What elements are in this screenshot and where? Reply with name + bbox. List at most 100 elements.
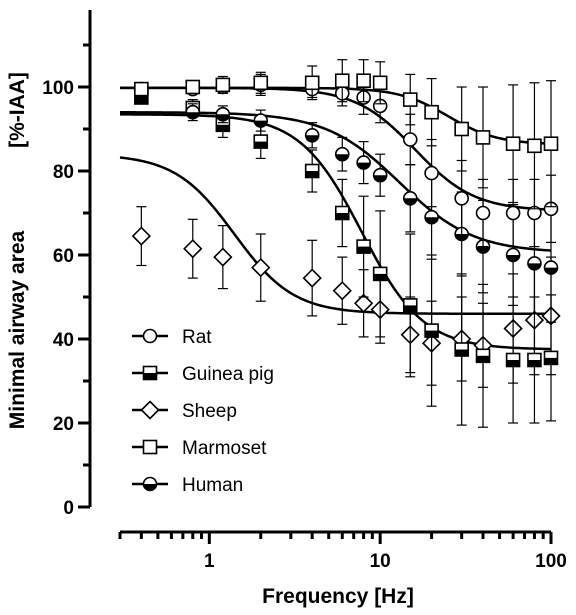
data-point [213,247,233,267]
data-point [424,104,439,120]
marker-shape [543,136,559,151]
marker-fill [527,263,541,270]
marker-fill [476,246,490,254]
data-point [183,239,203,259]
data-point [543,350,559,366]
marker-shape [213,247,233,267]
marker-fill [373,273,387,281]
marker-fill [216,124,230,132]
series-marmoset [134,59,559,210]
marker-shape [402,92,418,107]
marker-shape [142,439,158,455]
marker-fill [335,213,349,220]
marker-fill [216,114,230,121]
series-rat [134,73,559,248]
x-tick-label: 100 [535,551,567,572]
marker-shape [304,75,320,91]
data-point [185,104,201,120]
data-point [332,281,352,301]
data-point [356,239,371,254]
data-point [304,163,320,179]
legend-marker [142,328,158,344]
data-point [251,257,271,278]
data-point [215,107,231,122]
data-point [543,136,559,151]
marker-shape [527,138,542,154]
data-point [475,130,491,145]
y-axis-unit: [%-IAA] [6,72,29,148]
legend-label: Rat [182,327,212,348]
marker-shape [356,73,371,88]
marker-shape [372,75,388,91]
x-tick-label: 10 [370,551,391,572]
data-point [424,165,439,181]
data-point [505,205,521,221]
legend-item-marmoset: Marmoset [132,438,267,459]
data-point [372,75,388,91]
data-point [424,323,439,338]
x-axis-title: Frequency [Hz] [262,585,414,608]
y-tick-label: 40 [53,330,74,351]
y-tick-label: 80 [53,162,74,183]
legend-item-guinea-pig: Guinea pig [132,364,274,385]
marker-shape [505,205,521,221]
marker-shape [215,77,231,93]
data-point [402,92,418,107]
data-point [402,132,418,147]
marker-fill [254,120,268,128]
legend-label: Guinea pig [182,364,274,385]
data-point [454,342,469,357]
series-guinea-pig [134,90,559,428]
marker-fill [357,162,371,170]
marker-shape [302,268,322,288]
data-point [334,205,350,221]
legend-marker [142,439,158,455]
legend-label: Human [182,475,243,496]
marker-fill [305,135,319,142]
data-point [304,75,320,91]
marker-fill [476,355,490,363]
marker-fill [373,175,387,182]
marker-fill [455,349,469,356]
marker-fill [527,360,541,367]
y-tick-label: 0 [63,498,74,519]
marker-shape [475,130,491,145]
data-point [304,128,320,143]
marker-fill [506,255,520,262]
marker-shape [332,281,352,301]
marker-fill [357,246,371,254]
marker-shape [131,226,151,246]
marker-shape [424,104,439,120]
marker-shape [475,205,491,221]
data-point [353,293,374,313]
y-tick-label: 60 [53,246,74,267]
marker-fill [425,217,439,224]
marker-fill [143,484,157,491]
legend-item-rat: Rat [132,327,212,348]
data-points [131,59,561,428]
legend-label: Marmoset [182,438,267,459]
marker-fill [335,154,349,161]
data-point [505,136,521,151]
marker-shape [454,121,469,137]
series-sheep [131,206,561,388]
data-point [424,209,439,225]
data-point [334,146,350,162]
marker-shape [142,328,158,344]
legend-label: Sheep [182,401,237,422]
data-point [253,134,269,149]
legend-marker [142,365,158,381]
marker-shape [334,73,350,88]
data-point [402,191,418,206]
marker-fill [425,330,439,338]
data-point [372,266,388,282]
data-point [454,191,469,206]
y-tick-label: 100 [42,78,74,99]
data-point [356,155,371,170]
y-axis: 0 20 40 60 80 100 [42,10,92,519]
marker-fill [143,373,157,380]
marker-fill [506,360,520,367]
marker-shape [353,293,374,313]
marker-shape [505,136,521,151]
